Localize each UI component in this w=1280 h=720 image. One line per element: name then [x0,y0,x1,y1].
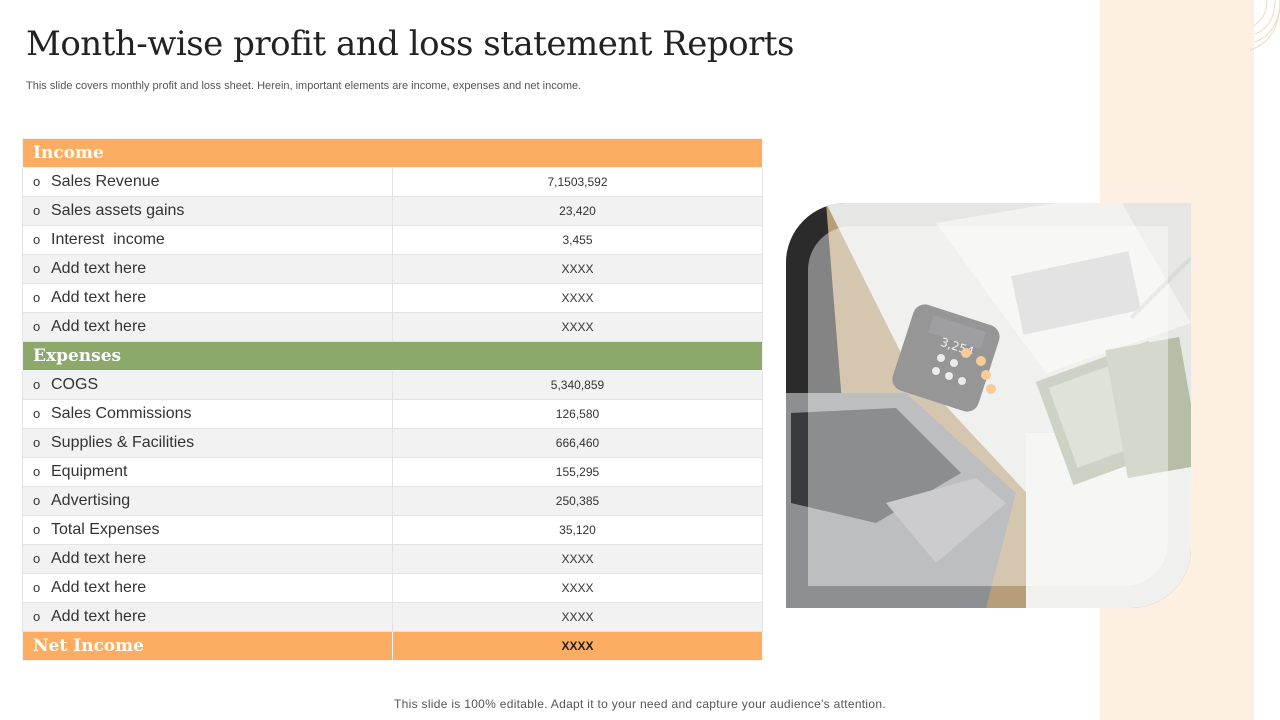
row-value: 7,1503,592 [392,167,763,197]
row-label: o Sales Commissions [22,399,393,429]
bullet-icon: o [33,232,41,247]
row-value: XXXX [392,283,763,313]
row-label: o Equipment [22,457,393,487]
table-row: o Sales Commissions 126,580 [22,399,763,429]
row-value: XXXX [392,573,763,603]
expenses-header-label: Expenses [22,341,763,371]
net-income-row: Net Income XXXX [22,631,763,661]
row-label: o Sales assets gains [22,196,393,226]
row-value: XXXX [392,312,763,342]
net-income-label: Net Income [22,631,393,661]
bullet-icon: o [33,377,41,392]
desk-photo-illustration: 3,254 [786,203,1191,608]
row-value: 250,385 [392,486,763,516]
table-row: o Advertising 250,385 [22,486,763,516]
row-value: 126,580 [392,399,763,429]
bullet-icon: o [33,174,41,189]
table-row: o Add text here XXXX [22,544,763,574]
row-value: XXXX [392,544,763,574]
bullet-icon: o [33,406,41,421]
expenses-section-header: Expenses [22,341,763,371]
row-label: o Add text here [22,312,393,342]
bullet-icon: o [33,319,41,334]
row-value: 35,120 [392,515,763,545]
bullet-icon: o [33,551,41,566]
bullet-icon: o [33,522,41,537]
table-row: o Add text here XXXX [22,312,763,342]
table-row: o Total Expenses 35,120 [22,515,763,545]
row-value: 666,460 [392,428,763,458]
bullet-icon: o [33,261,41,276]
row-value: 155,295 [392,457,763,487]
row-value: XXXX [392,602,763,632]
row-label: o Add text here [22,283,393,313]
table-row: o Add text here XXXX [22,254,763,284]
table-row: o Sales assets gains 23,420 [22,196,763,226]
page-title: Month-wise profit and loss statement Rep… [26,24,795,64]
table-row: o Add text here XXXX [22,573,763,603]
table-row: o Interest income 3,455 [22,225,763,255]
bullet-icon: o [33,290,41,305]
bullet-icon: o [33,609,41,624]
row-label: o Sales Revenue [22,167,393,197]
row-label: o Add text here [22,602,393,632]
row-label: o Add text here [22,254,393,284]
table-row: o COGS 5,340,859 [22,370,763,400]
footer-note: This slide is 100% editable. Adapt it to… [394,697,886,711]
bullet-icon: o [33,203,41,218]
profit-loss-table: Income o Sales Revenue 7,1503,592 o Sales … [22,138,763,661]
row-label: o Interest income [22,225,393,255]
row-label: o Add text here [22,573,393,603]
net-income-value: XXXX [392,631,763,661]
decorative-arcs [1249,0,1280,51]
table-row: o Add text here XXXX [22,602,763,632]
row-value: 23,420 [392,196,763,226]
table-row: o Supplies & Facilities 666,460 [22,428,763,458]
row-label: o COGS [22,370,393,400]
bullet-icon: o [33,580,41,595]
desk-photo: 3,254 [786,203,1191,608]
table-row: o Sales Revenue 7,1503,592 [22,167,763,197]
row-label: o Total Expenses [22,515,393,545]
income-header-label: Income [22,138,763,168]
row-value: 3,455 [392,225,763,255]
row-label: o Add text here [22,544,393,574]
income-section-header: Income [22,138,763,168]
bullet-icon: o [33,435,41,450]
bullet-icon: o [33,464,41,479]
row-value: XXXX [392,254,763,284]
row-value: 5,340,859 [392,370,763,400]
table-row: o Equipment 155,295 [22,457,763,487]
page-subtitle: This slide covers monthly profit and los… [26,80,582,92]
photo-overlay [808,226,1168,586]
table-row: o Add text here XXXX [22,283,763,313]
row-label: o Supplies & Facilities [22,428,393,458]
bullet-icon: o [33,493,41,508]
row-label: o Advertising [22,486,393,516]
